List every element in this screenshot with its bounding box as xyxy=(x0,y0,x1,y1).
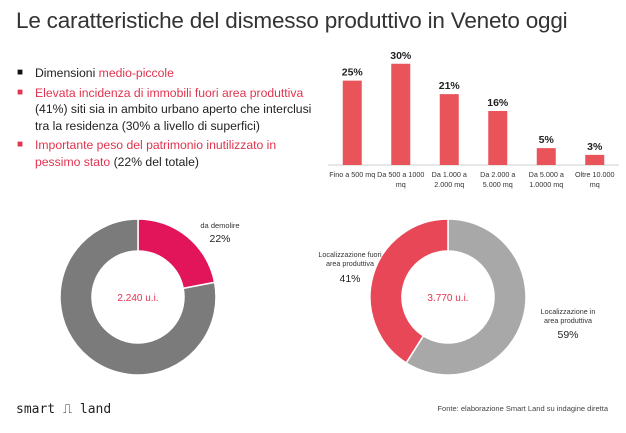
bar-value-label: 5% xyxy=(539,134,555,146)
bullet-text: (22% del totale) xyxy=(110,154,199,169)
bar-value-label: 3% xyxy=(587,141,603,153)
x-tick-label: Oltre 10.000 mq xyxy=(575,170,615,189)
slice-value-in-area: 59% xyxy=(557,329,578,341)
bullet-item: ■ Dimensioni medio-piccole xyxy=(15,65,315,82)
location-donut-slice-1 xyxy=(369,218,449,364)
slice-label-in-area: Localizzazione in area produttiva xyxy=(541,307,596,325)
location-donut-slice-0 xyxy=(405,218,527,376)
location-donut-center-label: 3.770 u.i. xyxy=(427,293,468,304)
bar-0 xyxy=(342,80,362,165)
page-title: Le caratteristiche del dismesso produtti… xyxy=(16,8,568,33)
x-tick-label: Da 1.000 a 2.000 mq xyxy=(432,170,467,189)
bullet-item: ■ Importante peso del patrimonio inutiliz… xyxy=(15,137,315,170)
bar-value-label: 16% xyxy=(487,97,509,109)
bullet-marker: ■ xyxy=(17,86,24,98)
bullet-text: Dimensioni xyxy=(35,66,99,80)
bullet-item: ■ Elevata incidenza di immobili fuori are… xyxy=(15,85,315,135)
bar-3 xyxy=(488,111,508,165)
slice-label-da-demolire: da demolire xyxy=(200,221,239,230)
bullet-highlight: Elevata incidenza di immobili fuori area… xyxy=(35,85,304,100)
bullet-list: ■ Dimensioni medio-piccole ■ Elevata incid… xyxy=(15,65,315,173)
bullet-marker: ■ xyxy=(17,67,24,78)
x-tick-label: Da 2.000 a 5.000 mq xyxy=(480,170,515,189)
bullet-highlight: Importante peso del patrimonio inutilizz… xyxy=(35,138,277,169)
x-tick-label: Fino a 500 mq xyxy=(329,170,375,179)
bullet-marker: ■ xyxy=(17,139,24,150)
bar-1 xyxy=(391,63,411,165)
bar-value-label: 25% xyxy=(342,67,364,79)
x-tick-label: Da 5.000 a 1.0000 mq xyxy=(529,170,564,189)
demolition-donut-center-label: 2.240 u.i. xyxy=(117,293,158,304)
bar-2 xyxy=(439,94,459,165)
bar-value-label: 30% xyxy=(390,50,412,62)
demolition-donut-slice-0 xyxy=(137,218,216,290)
bar-5 xyxy=(585,154,605,165)
source-note: Fonte: elaborazione Smart Land su indagi… xyxy=(437,404,608,413)
slice-label-fuori-area: Localizzazione fuori area produttiva xyxy=(318,250,382,268)
slice-value-da-demolire: 22% xyxy=(209,233,230,245)
bar-4 xyxy=(536,148,556,165)
bar-value-label: 21% xyxy=(439,80,461,92)
slice-value-fuori-area: 41% xyxy=(339,273,360,285)
bullet-text: (41%) siti sia in ambito urbano aperto c… xyxy=(35,102,312,133)
demolition-donut-slice-1 xyxy=(59,218,217,376)
smart-land-logo: smart ⎍ land xyxy=(16,402,112,417)
x-tick-label: Da 500 a 1000 mq xyxy=(377,170,424,189)
bullet-highlight: medio-piccole xyxy=(98,66,174,80)
